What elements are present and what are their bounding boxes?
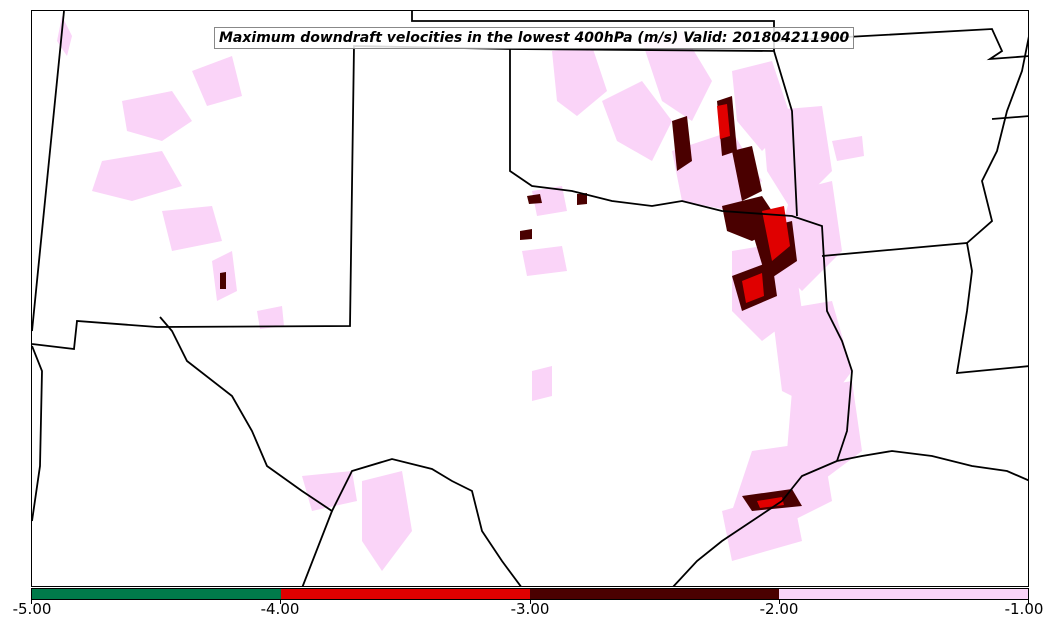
colorbar-segment bbox=[32, 589, 281, 599]
state-boundaries bbox=[32, 11, 1028, 586]
strong-downdraft-field bbox=[717, 104, 790, 508]
map-panel: Maximum downdraft velocities in the lowe… bbox=[31, 10, 1029, 587]
colorbar-tick bbox=[31, 600, 32, 604]
colorbar-segment bbox=[779, 589, 1028, 599]
colorbar-label: -5.00 bbox=[12, 600, 52, 618]
map-title: Maximum downdraft velocities in the lowe… bbox=[214, 27, 855, 49]
colorbar-tick bbox=[1028, 600, 1029, 604]
colorbar-label: -2.00 bbox=[759, 600, 799, 618]
colorbar-label: -4.00 bbox=[260, 600, 300, 618]
colorbar-tick bbox=[779, 600, 780, 604]
colorbar-label: -1.00 bbox=[1004, 600, 1044, 618]
colorbar-segment bbox=[530, 589, 779, 599]
colorbar-segment bbox=[281, 589, 530, 599]
colorbar-label: -3.00 bbox=[510, 600, 550, 618]
colorbar-tick bbox=[530, 600, 531, 604]
map-canvas bbox=[32, 11, 1028, 586]
colorbar bbox=[31, 588, 1029, 600]
colorbar-tick bbox=[280, 600, 281, 604]
weak-downdraft-field bbox=[57, 16, 864, 571]
